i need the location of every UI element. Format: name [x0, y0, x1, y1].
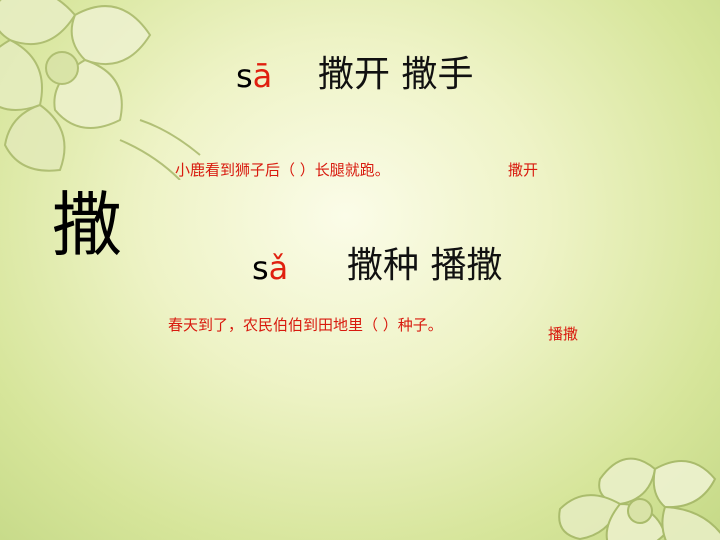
- pinyin-sa3: sǎ: [252, 252, 288, 284]
- flower-top-left-icon: [0, 0, 201, 180]
- pinyin-initial: s: [236, 57, 253, 95]
- sentence-sa1: 小鹿看到狮子后（ ）长腿就跑。: [175, 161, 390, 179]
- pinyin-sa1: sā: [236, 60, 272, 92]
- sentence-sa3: 春天到了，农民伯伯到田地里（ ）种子。: [168, 316, 443, 334]
- pinyin-tone-vowel: ā: [252, 57, 273, 95]
- pinyin-tone-vowel: ǎ: [268, 249, 289, 287]
- answer-sa3: 播撒: [548, 325, 579, 343]
- words-sa1: 撒开 撒手: [318, 54, 474, 95]
- main-character: 撒: [52, 184, 122, 266]
- flower-bottom-right-icon: [558, 457, 720, 540]
- answer-sa1: 撒开: [508, 161, 539, 179]
- pinyin-initial: s: [252, 249, 269, 287]
- words-sa3: 撒种 播撒: [347, 245, 503, 286]
